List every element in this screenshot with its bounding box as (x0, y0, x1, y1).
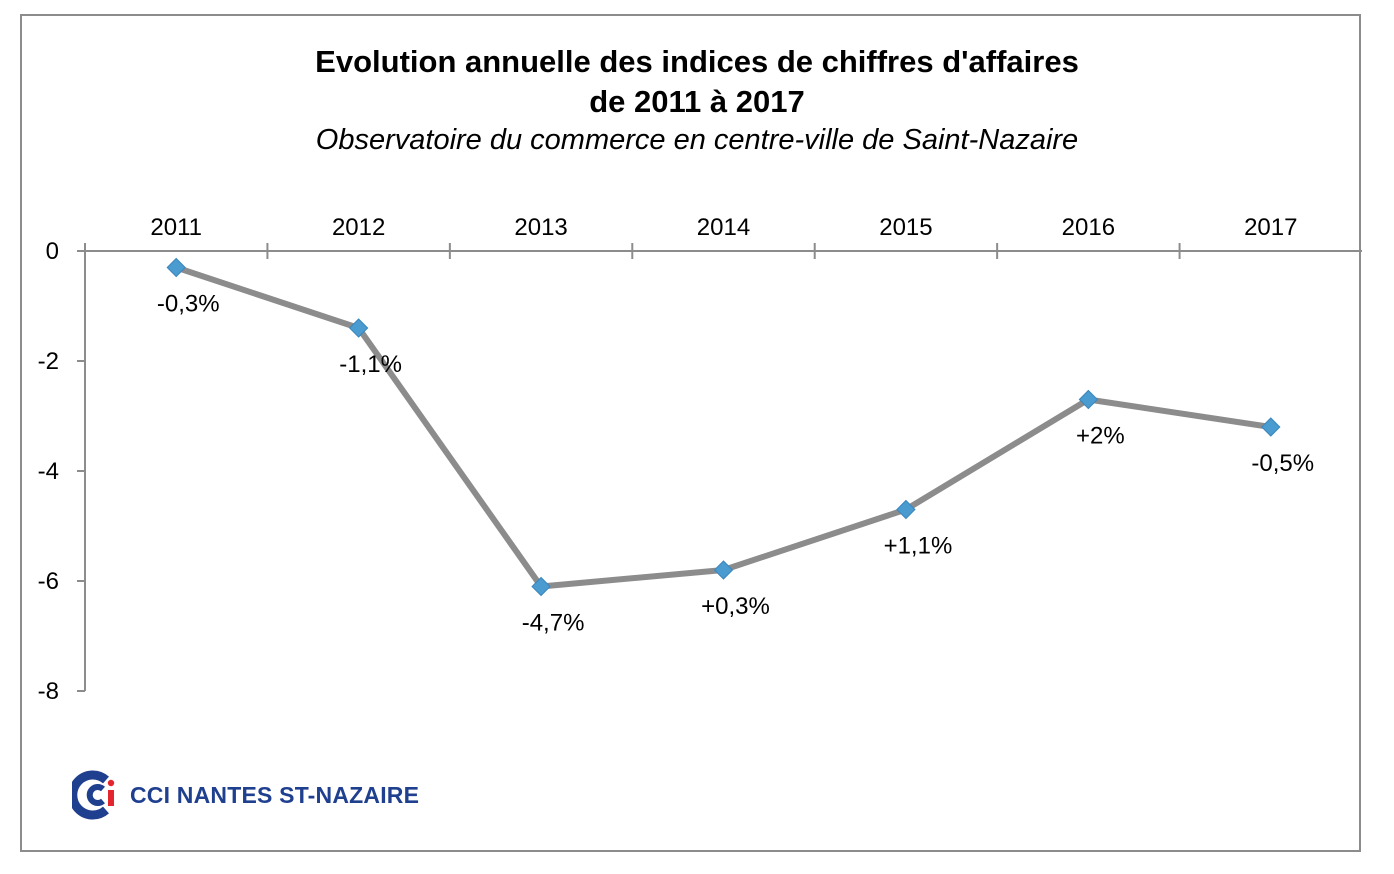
y-tick-label: -2 (38, 348, 59, 375)
data-label: +1,1% (884, 533, 953, 560)
axes: 2011 2012 2013 2014 2015 2016 2017 0 -2 -4 -6 -8 (38, 214, 1362, 705)
y-tick-label: -6 (38, 568, 59, 595)
data-point-marker (1078, 389, 1099, 410)
x-tick-label: 2012 (332, 214, 385, 241)
data-label: +2% (1076, 423, 1125, 450)
x-tick-label: 2013 (514, 214, 567, 241)
x-tick-label: 2016 (1062, 214, 1115, 241)
chart-frame (20, 14, 1361, 852)
data-labels: -0,3% -1,1% -4,7% +0,3% +1,1% +2% -0,5% (157, 291, 1314, 637)
data-label: -1,1% (339, 351, 402, 378)
x-tick-label: 2011 (150, 214, 202, 241)
cci-logo-icon (68, 770, 122, 820)
data-point-marker (166, 257, 186, 278)
data-label: -4,7% (522, 610, 585, 637)
data-label: -0,5% (1251, 450, 1314, 477)
series-line (166, 257, 1281, 597)
x-tick-label: 2015 (879, 214, 932, 241)
cci-logo-text: CCI NANTES ST-NAZAIRE (130, 781, 420, 808)
x-tick-label: 2017 (1244, 214, 1297, 241)
data-point-marker (713, 560, 734, 580)
data-point-marker (348, 318, 369, 338)
cci-logo: CCI NANTES ST-NAZAIRE (68, 770, 420, 820)
y-tick-label: -4 (38, 458, 59, 485)
data-label: +0,3% (701, 593, 770, 620)
data-point-marker (1261, 417, 1281, 437)
chart-title-line-2: de 2011 à 2017 (589, 84, 805, 119)
y-tick-label: -8 (38, 678, 59, 705)
chart-subtitle: Observatoire du commerce en centre-ville… (315, 124, 1079, 156)
x-tick-label: 2014 (697, 214, 750, 241)
data-label: -0,3% (157, 291, 220, 318)
data-point-marker (531, 576, 551, 597)
chart-title: Evolution annuelle des indices de chiffr… (315, 44, 1079, 79)
y-tick-label: 0 (46, 238, 59, 265)
data-point-marker (896, 499, 916, 520)
